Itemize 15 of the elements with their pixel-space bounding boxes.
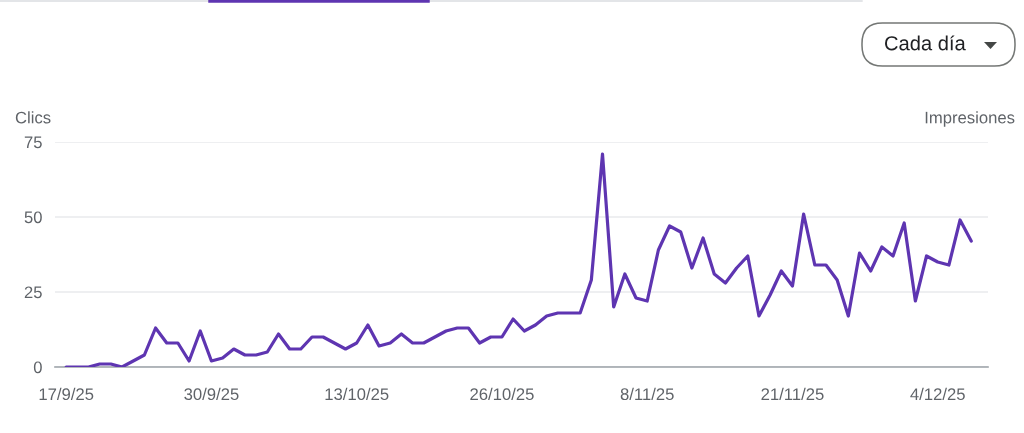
y-tick-label: 25 (24, 286, 42, 299)
x-tick-label: 4/12/25 (910, 387, 965, 401)
y-axis-title: Clics (15, 111, 51, 124)
y-tick-label: 0 (33, 361, 42, 374)
x-tick-label: 26/10/25 (470, 387, 534, 401)
y-tick-label: 75 (24, 136, 42, 149)
line-series (64, 152, 973, 367)
y2-axis-title: Impresiones (925, 111, 1015, 127)
x-tick-label: 30/9/25 (184, 387, 239, 401)
text: Cada día (885, 35, 966, 51)
x-tick-label: 13/10/25 (325, 387, 389, 401)
x-tick-label: 17/9/25 (39, 387, 94, 401)
x-tick-label: 21/11/25 (761, 387, 824, 401)
y-tick-label: 50 (24, 211, 42, 224)
x-tick-label: 8/11/25 (620, 387, 674, 401)
